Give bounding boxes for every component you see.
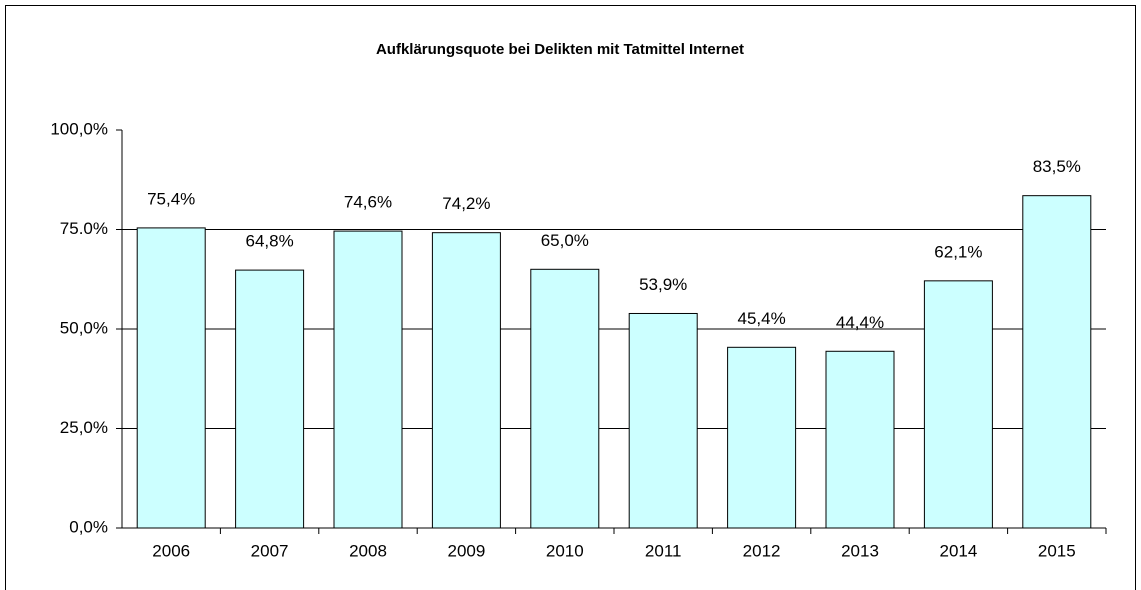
data-label: 44,4% — [836, 313, 884, 332]
data-label: 83,5% — [1033, 157, 1081, 176]
x-tick-label: 2011 — [645, 541, 682, 560]
bar — [825, 350, 895, 529]
bar — [1022, 195, 1092, 529]
x-tick-label: 2013 — [841, 541, 879, 560]
x-tick-label: 2006 — [152, 541, 190, 560]
bar — [530, 268, 600, 529]
bar — [923, 280, 993, 529]
data-label: 62,1% — [934, 242, 982, 261]
y-tick-label: 100,0% — [50, 119, 108, 138]
bar — [333, 230, 403, 529]
data-label: 74,6% — [344, 193, 392, 212]
x-tick-label: 2014 — [939, 541, 977, 560]
chart-title: Aufklärungsquote bei Delikten mit Tatmit… — [376, 41, 744, 58]
data-label: 75,4% — [147, 189, 195, 208]
x-tick-label: 2009 — [447, 541, 485, 560]
y-tick-label: 0,0% — [69, 517, 108, 536]
data-label: 45,4% — [737, 309, 785, 328]
bar — [235, 269, 305, 529]
x-tick-label: 2007 — [251, 541, 289, 560]
data-label: 53,9% — [639, 275, 687, 294]
x-tick-label: 2010 — [546, 541, 584, 560]
data-label: 65,0% — [541, 231, 589, 250]
bar — [628, 312, 698, 529]
x-tick-label: 2015 — [1038, 541, 1076, 560]
data-label: 74,2% — [442, 194, 490, 213]
data-label: 64,8% — [245, 232, 293, 251]
x-tick-label: 2012 — [743, 541, 781, 560]
x-tick-label: 2008 — [349, 541, 387, 560]
bar — [136, 227, 206, 529]
y-tick-label: 25,0% — [60, 418, 108, 437]
bar — [431, 232, 501, 529]
bar — [727, 346, 797, 529]
y-tick-label: 75.0% — [60, 219, 108, 238]
y-tick-label: 50,0% — [60, 318, 108, 337]
